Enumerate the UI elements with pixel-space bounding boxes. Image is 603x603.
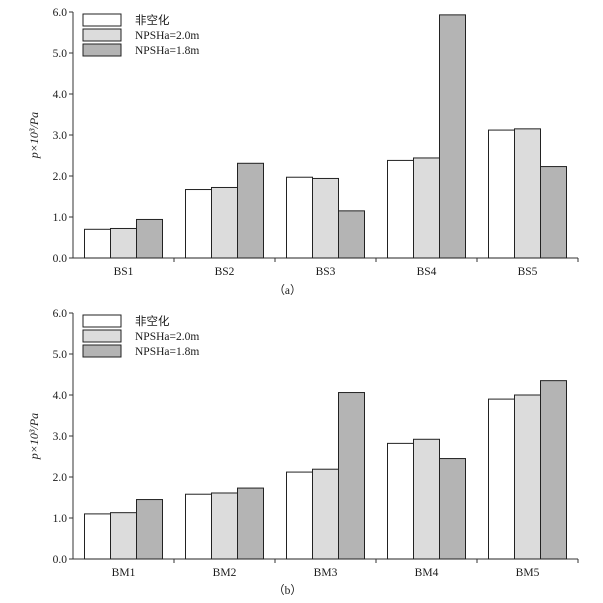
bar-bs4-series-1	[387, 159, 414, 259]
y-axis-label: p×10³/Pa	[27, 112, 41, 159]
y-tick-label: 4.0	[53, 89, 68, 101]
bar-bm5-series-1	[488, 398, 515, 560]
bar-bs2-series-2	[211, 186, 238, 259]
y-tick-label: 3.0	[53, 431, 68, 443]
y-tick-label: 3.0	[53, 130, 68, 142]
bar-bm1-series-3	[136, 499, 163, 560]
bar-bm2-series-1	[185, 493, 212, 560]
x-tick-label: BS2	[215, 266, 235, 278]
bar-bm5-series-3	[540, 380, 567, 560]
bar-bm1-series-2	[110, 512, 137, 560]
bar-bs5-series-1	[488, 129, 515, 259]
bar-bm4-series-2	[413, 438, 440, 560]
y-tick-label: 5.0	[53, 349, 68, 361]
legend-label: NPSHa=1.8m	[135, 346, 199, 358]
y-tick-label: 4.0	[53, 390, 68, 402]
bar-bm4-series-3	[439, 458, 466, 560]
legend-label: 非空化	[135, 314, 170, 328]
panel-label: （b）	[273, 584, 302, 597]
x-tick-label: BM4	[415, 567, 439, 579]
y-tick-label: 0.0	[53, 554, 68, 566]
x-tick-label: BS4	[417, 266, 437, 278]
legend-label: NPSHa=2.0m	[135, 30, 199, 42]
legend-swatch	[82, 314, 122, 328]
bar-bs1-series-3	[136, 218, 163, 259]
bar-bs1-series-2	[110, 227, 137, 259]
y-axis-label: p×10³/Pa	[27, 413, 41, 460]
bar-bs1-series-1	[84, 228, 111, 259]
legend-label: NPSHa=1.8m	[135, 45, 199, 57]
bar-bm4-series-1	[387, 442, 414, 560]
y-tick-label: 2.0	[53, 472, 68, 484]
bar-bs4-series-3	[439, 14, 466, 259]
bar-bm3-series-2	[312, 468, 339, 560]
y-tick-label: 6.0	[53, 7, 68, 19]
y-tick-label: 0.0	[53, 253, 68, 265]
bar-bm2-series-3	[237, 487, 264, 560]
bar-bs3-series-3	[338, 210, 365, 259]
x-tick-label: BS3	[316, 266, 336, 278]
bar-bm5-series-2	[514, 394, 541, 560]
legend-swatch	[82, 13, 122, 27]
bar-bm3-series-1	[286, 471, 313, 560]
bar-bs5-series-3	[540, 166, 567, 259]
y-tick-label: 6.0	[53, 308, 68, 320]
legend-swatch	[82, 43, 122, 57]
bar-bs4-series-2	[413, 157, 440, 259]
bar-bs3-series-1	[286, 176, 313, 259]
y-tick-label: 2.0	[53, 171, 68, 183]
legend-swatch	[82, 28, 122, 42]
y-tick-label: 1.0	[53, 212, 68, 224]
x-tick-label: BM3	[314, 567, 338, 579]
legend-swatch	[82, 329, 122, 343]
bar-bs5-series-2	[514, 128, 541, 259]
bar-bm1-series-1	[84, 513, 111, 560]
legend-swatch	[82, 344, 122, 358]
x-tick-label: BM2	[213, 567, 237, 579]
legend-label: 非空化	[135, 13, 170, 27]
bar-bs3-series-2	[312, 177, 339, 259]
legend-label: NPSHa=2.0m	[135, 331, 199, 343]
x-tick-label: BM5	[516, 567, 540, 579]
chart-panel-a: 0.0 1.0 2.0 3.0 4.0 5.0 6.0 p×10³/Pa BS1 BS2 BS3 BS…	[27, 7, 579, 297]
bar-bm2-series-2	[211, 492, 238, 560]
bar-bm3-series-3	[338, 392, 365, 560]
bar-bs2-series-1	[185, 189, 212, 259]
x-tick-label: BM1	[112, 567, 136, 579]
panel-label: （a）	[273, 284, 301, 297]
x-tick-label: BS5	[518, 266, 538, 278]
y-tick-label: 1.0	[53, 513, 68, 525]
x-tick-label: BS1	[114, 266, 134, 278]
chart-panel-b: 0.0 1.0 2.0 3.0 4.0 5.0 6.0 p×10³/Pa BM1 BM2 BM3 BM…	[27, 308, 579, 597]
y-tick-label: 5.0	[53, 48, 68, 60]
bar-bs2-series-3	[237, 162, 264, 259]
